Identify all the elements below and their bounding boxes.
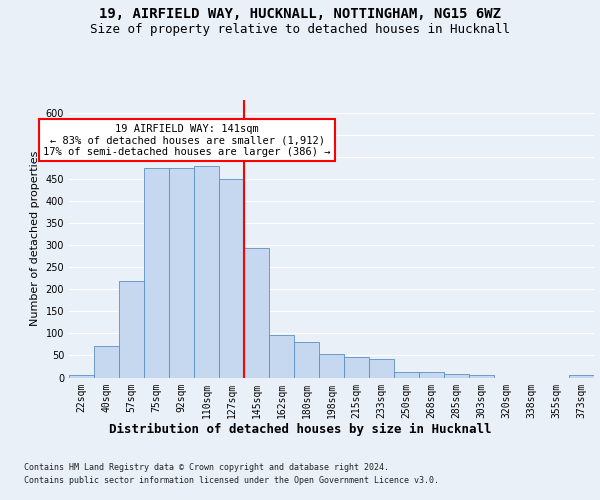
Bar xyxy=(269,335,294,378)
Bar xyxy=(369,359,394,378)
Bar xyxy=(394,372,419,378)
Text: Distribution of detached houses by size in Hucknall: Distribution of detached houses by size … xyxy=(109,422,491,436)
Bar xyxy=(294,342,319,378)
Bar xyxy=(469,376,494,378)
Y-axis label: Number of detached properties: Number of detached properties xyxy=(30,151,40,326)
Bar xyxy=(194,166,219,378)
Bar xyxy=(244,248,269,378)
Bar xyxy=(569,376,594,378)
Bar xyxy=(219,180,244,378)
Bar xyxy=(319,354,344,378)
Bar xyxy=(419,372,444,378)
Text: 19 AIRFIELD WAY: 141sqm
← 83% of detached houses are smaller (1,912)
17% of semi: 19 AIRFIELD WAY: 141sqm ← 83% of detache… xyxy=(43,124,331,157)
Bar xyxy=(444,374,469,378)
Text: Contains HM Land Registry data © Crown copyright and database right 2024.: Contains HM Land Registry data © Crown c… xyxy=(24,462,389,471)
Text: 19, AIRFIELD WAY, HUCKNALL, NOTTINGHAM, NG15 6WZ: 19, AIRFIELD WAY, HUCKNALL, NOTTINGHAM, … xyxy=(99,8,501,22)
Bar xyxy=(69,376,94,378)
Text: Size of property relative to detached houses in Hucknall: Size of property relative to detached ho… xyxy=(90,22,510,36)
Text: Contains public sector information licensed under the Open Government Licence v3: Contains public sector information licen… xyxy=(24,476,439,485)
Bar xyxy=(94,346,119,378)
Bar xyxy=(169,168,194,378)
Bar xyxy=(119,280,144,378)
Bar xyxy=(144,168,169,378)
Bar xyxy=(344,357,369,378)
